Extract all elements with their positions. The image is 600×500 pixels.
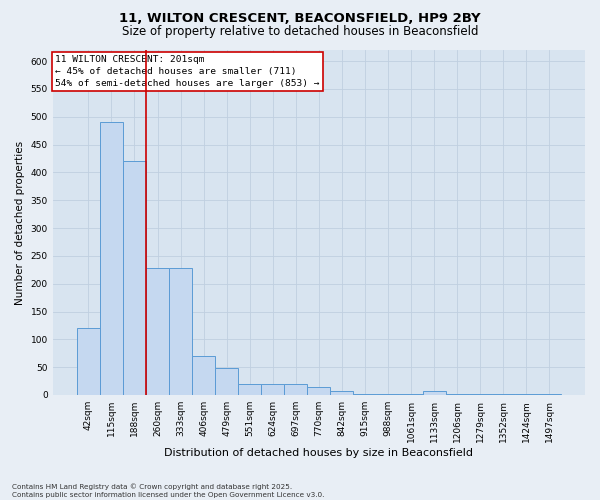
Bar [169, 268, 192, 395]
X-axis label: Distribution of detached houses by size in Beaconsfield: Distribution of detached houses by size … [164, 448, 473, 458]
Text: 11 WILTON CRESCENT: 201sqm
← 45% of detached houses are smaller (711)
54% of sem: 11 WILTON CRESCENT: 201sqm ← 45% of deta… [55, 55, 320, 88]
Bar [123, 162, 146, 395]
Y-axis label: Number of detached properties: Number of detached properties [15, 140, 25, 304]
Bar [261, 384, 284, 395]
Bar [538, 394, 561, 395]
Bar [215, 368, 238, 395]
Bar [446, 394, 469, 395]
Bar [353, 394, 376, 395]
Bar [400, 394, 422, 395]
Bar [422, 390, 446, 395]
Bar [100, 122, 123, 395]
Bar [376, 394, 400, 395]
Bar [192, 356, 215, 395]
Bar [307, 386, 331, 395]
Bar [515, 394, 538, 395]
Bar [331, 391, 353, 395]
Text: Size of property relative to detached houses in Beaconsfield: Size of property relative to detached ho… [122, 25, 478, 38]
Bar [284, 384, 307, 395]
Text: Contains HM Land Registry data © Crown copyright and database right 2025.
Contai: Contains HM Land Registry data © Crown c… [12, 484, 325, 498]
Bar [491, 394, 515, 395]
Bar [77, 328, 100, 395]
Bar [469, 394, 491, 395]
Bar [238, 384, 261, 395]
Text: 11, WILTON CRESCENT, BEACONSFIELD, HP9 2BY: 11, WILTON CRESCENT, BEACONSFIELD, HP9 2… [119, 12, 481, 26]
Bar [146, 268, 169, 395]
